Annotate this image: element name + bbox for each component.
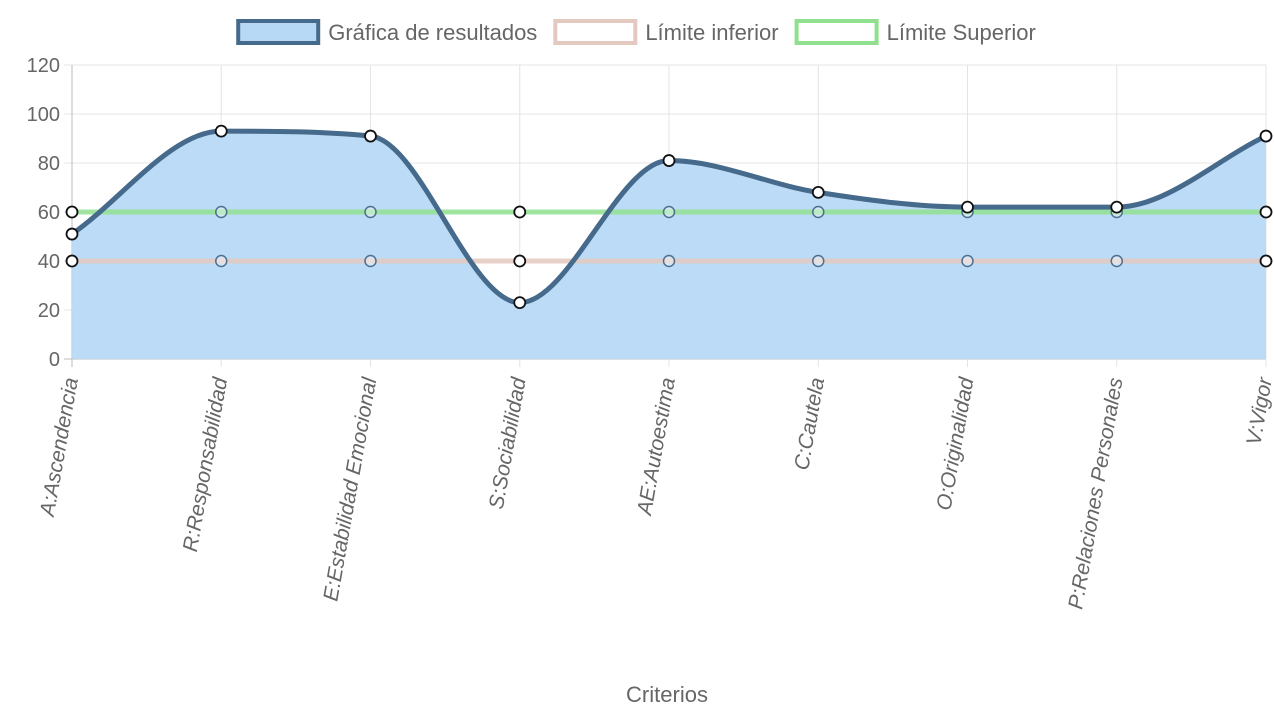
legend-item: Límite Superior <box>794 19 1036 45</box>
legend-label: Límite inferior <box>645 20 778 45</box>
x-tick-label: V:Vigor <box>1242 375 1274 447</box>
y-tick-label: 80 <box>38 153 60 175</box>
series-area-0 <box>72 131 1266 359</box>
data-point <box>811 185 825 199</box>
series-line-0 <box>70 128 1268 306</box>
data-point <box>65 254 79 268</box>
data-point <box>662 154 676 167</box>
data-point <box>364 254 377 268</box>
y-tick-label: 40 <box>38 251 60 273</box>
x-tick-label: S:Sociabilidad <box>485 375 531 511</box>
data-point <box>513 296 527 310</box>
data-point <box>662 254 676 268</box>
data-point <box>215 254 228 268</box>
data-point <box>961 200 974 214</box>
y-tick-label: 120 <box>27 55 60 77</box>
legend-swatch <box>236 19 321 45</box>
data-point <box>65 227 79 241</box>
data-point <box>812 254 825 268</box>
x-tick-label: O:Originalidad <box>932 375 978 512</box>
data-point <box>812 205 825 219</box>
legend-swatch <box>553 19 638 45</box>
data-point <box>1110 254 1123 268</box>
x-tick-label: E:Estabilidad Emocional <box>319 375 381 603</box>
x-tick-label: R:Responsabilidad <box>179 375 232 554</box>
y-tick-label: 100 <box>27 104 60 126</box>
x-tick-label: A:Ascendencia <box>36 376 83 520</box>
x-axis-title: Criterios <box>626 682 708 707</box>
x-axis-ticks: A:Ascendencia R:Responsabilidad E:Estabili… <box>36 375 1274 611</box>
x-tick-label: AE:Autoestima <box>633 376 680 519</box>
x-tick-label: P:Relaciones Personales <box>1064 375 1127 611</box>
data-point <box>1259 129 1273 143</box>
data-point <box>1259 254 1273 268</box>
data-point <box>513 254 527 268</box>
data-point <box>1110 200 1124 214</box>
data-point <box>364 205 377 219</box>
points-layer <box>65 124 1273 310</box>
y-tick-label: 0 <box>49 349 60 371</box>
x-tick-label: C:Cautela <box>790 376 829 472</box>
chart-legend: Gráfica de resultados Límite inferior Lími… <box>236 19 1036 45</box>
data-point <box>65 205 79 219</box>
legend-item: Gráfica de resultados <box>236 19 537 45</box>
legend-swatch <box>794 19 879 45</box>
legend-label: Gráfica de resultados <box>328 20 537 45</box>
data-point <box>1259 205 1273 219</box>
y-axis-ticks: 0 20 40 60 80 100 120 <box>27 55 60 371</box>
data-point <box>961 254 974 268</box>
data-point <box>513 205 527 219</box>
data-point <box>215 205 228 219</box>
y-tick-label: 20 <box>38 300 60 322</box>
data-point <box>662 205 676 219</box>
legend-item: Límite inferior <box>553 19 779 45</box>
legend-label: Límite Superior <box>887 20 1036 45</box>
data-point <box>364 129 377 143</box>
series-layer <box>70 128 1268 359</box>
y-tick-label: 60 <box>38 202 60 224</box>
data-point <box>214 124 228 138</box>
